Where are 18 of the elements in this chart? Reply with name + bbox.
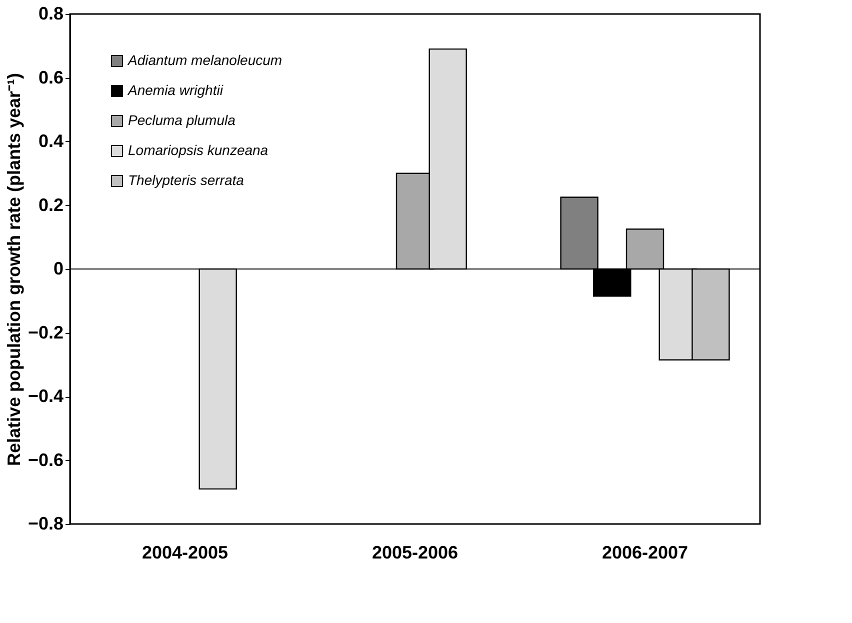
y-axis-title: Relative population growth rate (plants year⁻¹) [4,72,24,466]
x-tick-label: 2005-2006 [372,542,458,562]
legend-label: Adiantum melanoleucum [127,52,282,68]
legend-label: Lomariopsis kunzeana [128,142,268,158]
legend-label: Thelypteris serrata [128,172,244,188]
y-tick-label: 0.4 [38,131,64,151]
y-tick-label: 0.8 [38,4,64,24]
y-tick-label: −0.4 [28,386,64,406]
x-tick-label: 2006-2007 [602,542,688,562]
y-tick-label: −0.8 [28,514,64,534]
x-tick-label: 2004-2005 [142,542,228,562]
y-tick-label: 0 [53,258,64,278]
y-tick-label: 0.6 [38,67,64,88]
legend-label: Anemia wrightii [127,82,224,98]
y-tick-label: −0.2 [28,322,64,342]
legend-label: Pecluma plumula [128,112,236,128]
y-tick-label: −0.6 [28,450,64,470]
y-tick-label: 0.2 [38,194,64,215]
